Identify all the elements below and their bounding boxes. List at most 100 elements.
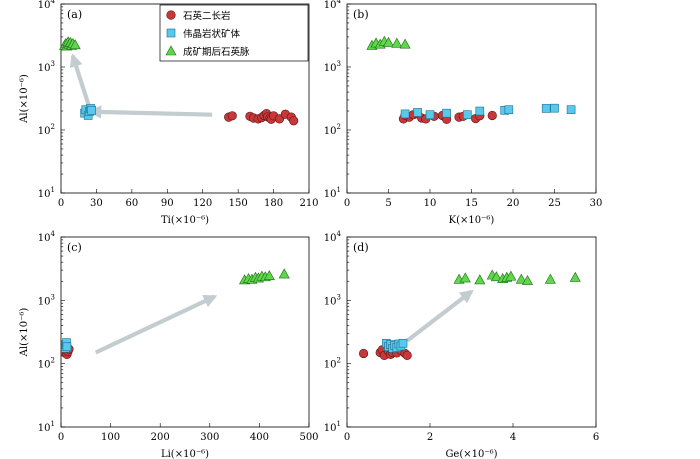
panel-label: (c)	[67, 241, 82, 254]
trend-arrow	[94, 294, 218, 355]
panels: 0 30 60 90 120 150 180 210101102103104(a)Ti(×10…	[19, 0, 602, 459]
data-point-vein	[515, 273, 527, 284]
y-tick-exponent: 2	[51, 357, 55, 365]
y-tick-base: 10	[38, 126, 51, 137]
data-point-pegmatite	[475, 106, 485, 116]
x-tick-label: 300	[200, 432, 219, 443]
x-tick-label: 100	[101, 432, 120, 443]
x-tick-label: 400	[250, 432, 269, 443]
data-point-granite	[359, 348, 369, 359]
y-tick-base: 10	[324, 423, 337, 434]
y-tick-exponent: 1	[51, 420, 55, 428]
data-point-pegmatite	[550, 103, 559, 113]
y-tick-label: 104	[324, 0, 342, 11]
data-point-granite	[289, 116, 299, 126]
y-tick-base: 10	[324, 126, 337, 137]
y-tick-label: 104	[324, 230, 342, 244]
y-tick-label: 101	[38, 186, 55, 200]
trend-arrow	[405, 289, 474, 343]
y-tick-base: 10	[38, 63, 51, 74]
y-tick-label: 102	[324, 123, 341, 137]
trend-arrow	[87, 105, 213, 119]
x-tick-label: 0	[58, 198, 64, 209]
y-axis-title: Al(×10⁻⁶)	[19, 308, 30, 358]
x-tick-label: 200	[151, 432, 170, 443]
y-tick-exponent: 4	[51, 0, 56, 5]
y-tick-label: 102	[38, 123, 55, 137]
data-point-granite	[402, 350, 412, 361]
y-tick-base: 10	[38, 233, 51, 244]
y-tick-exponent: 3	[337, 293, 341, 301]
x-tick-label: 90	[161, 198, 174, 209]
data-point-pegmatite	[62, 342, 72, 352]
trend-arrow	[69, 53, 93, 112]
series-granite	[224, 109, 299, 126]
data-point-pegmatite	[425, 110, 435, 119]
y-tick-label: 101	[324, 186, 341, 200]
data-point-granite	[227, 111, 237, 121]
series-pegmatite	[400, 103, 576, 119]
data-point-vein	[522, 274, 534, 285]
series-vein	[453, 269, 581, 285]
y-tick-label: 101	[324, 420, 341, 434]
legend-marker-vein	[165, 45, 177, 56]
x-tick-label: 60	[125, 198, 138, 209]
x-tick-label: 25	[548, 198, 561, 209]
y-tick-base: 10	[324, 189, 337, 200]
plot-frame	[60, 236, 310, 428]
x-tick-label: 0	[58, 432, 64, 443]
y-tick-label: 102	[38, 357, 55, 371]
y-tick-base: 10	[38, 296, 51, 307]
y-tick-label: 103	[324, 293, 341, 307]
x-tick-label: 6	[593, 432, 599, 443]
x-tick-label: 150	[229, 198, 248, 209]
data-point-vein	[263, 270, 275, 280]
panel-label: (d)	[353, 241, 369, 254]
series-vein	[59, 36, 81, 51]
y-tick-base: 10	[38, 0, 51, 11]
y-tick-label: 103	[38, 60, 55, 74]
x-tick-label: 500	[299, 432, 318, 443]
series-vein	[366, 35, 411, 50]
chart-panel-1: 0 30 60 90 120 150 180 210101102103104(a)Ti(×10…	[19, 0, 319, 226]
y-tick-base: 10	[324, 296, 337, 307]
y-tick-base: 10	[324, 360, 337, 371]
series-pegmatite	[382, 338, 408, 353]
chart-panel-3: 0 100 200 300 400 500101102103104(c)Li(×10⁻⁶)…	[19, 230, 319, 459]
y-tick-exponent: 3	[337, 60, 341, 68]
x-tick-label: 210	[299, 198, 318, 209]
x-tick-label: 2	[427, 432, 433, 443]
y-tick-label: 103	[324, 60, 341, 74]
y-tick-base: 10	[324, 63, 337, 74]
legend-marker-pegmatite	[166, 28, 176, 38]
data-point-vein	[391, 37, 403, 48]
y-tick-label: 103	[38, 293, 55, 307]
y-tick-base: 10	[324, 0, 337, 11]
data-point-pegmatite	[442, 108, 451, 118]
x-tick-label: 20	[507, 198, 520, 209]
y-tick-label: 102	[324, 357, 341, 371]
x-tick-label: 0	[344, 198, 350, 209]
series-pegmatite	[61, 338, 72, 353]
data-point-pegmatite	[413, 108, 422, 117]
y-tick-exponent: 2	[337, 123, 341, 131]
data-point-granite	[487, 110, 497, 121]
data-point-vein	[382, 36, 395, 47]
y-tick-exponent: 3	[51, 60, 55, 68]
x-tick-label: 30	[590, 198, 603, 209]
data-point-vein	[459, 272, 471, 283]
data-point-pegmatite	[541, 104, 551, 113]
y-tick-base: 10	[324, 233, 337, 244]
plot-frame	[346, 3, 597, 194]
x-tick-label: 0	[344, 432, 350, 443]
panel-label: (b)	[353, 8, 369, 21]
data-point-pegmatite	[463, 110, 472, 119]
x-tick-label: 10	[424, 198, 437, 209]
y-tick-base: 10	[38, 423, 51, 434]
y-tick-label: 104	[38, 230, 56, 244]
series-vein	[239, 268, 290, 285]
y-tick-exponent: 4	[337, 0, 342, 5]
